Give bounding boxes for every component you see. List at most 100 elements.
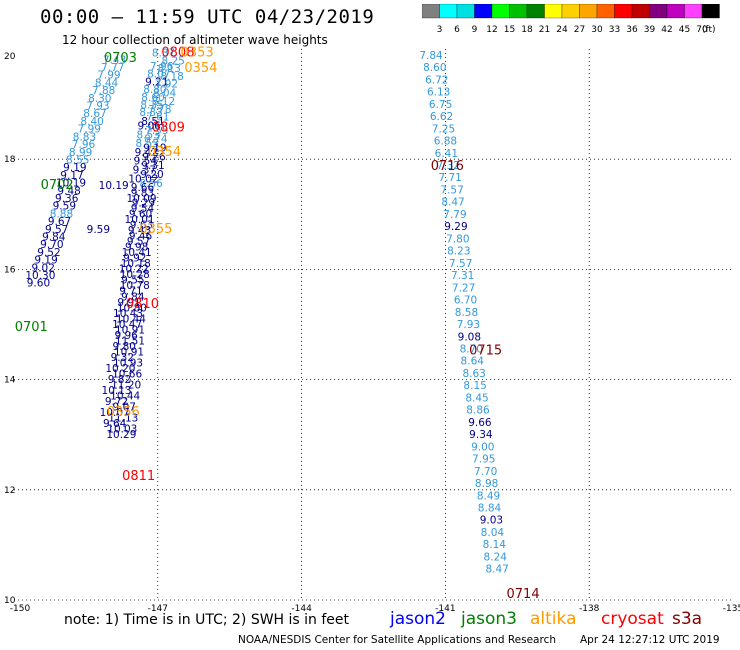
- y-tick-label: 18: [4, 155, 16, 165]
- wave-height-label: 7.70: [474, 466, 497, 478]
- wave-height-label: 10.41: [122, 247, 152, 259]
- wave-height-label: 10.28: [120, 269, 150, 281]
- wave-height-label: 6.88: [434, 136, 457, 148]
- wave-height-label: 9.46: [129, 231, 153, 243]
- wave-height-label: 9.06: [137, 120, 161, 132]
- wave-height-label: 10.30: [25, 270, 55, 282]
- colorbar-tick-label: 27: [574, 25, 585, 35]
- wave-height-label: 8.40: [80, 116, 103, 128]
- wave-height-label: 7.32: [437, 160, 460, 172]
- chart-subtitle: 12 hour collection of altimeter wave hei…: [62, 33, 328, 47]
- color-scale-bar: 3 6 9 12 15 18 21 24 27 30 33 36 39 42 45 70(ft): [422, 4, 720, 35]
- wave-height-label: 9.71: [119, 286, 142, 298]
- wave-height-label: 6.70: [454, 295, 477, 307]
- wave-height-label: 8.25: [161, 55, 184, 67]
- wave-height-label: 10.44: [110, 390, 140, 402]
- wave-height-label: 9.03: [480, 515, 503, 527]
- pass-label: 0810: [126, 297, 159, 312]
- pass-label: 0702: [41, 178, 74, 193]
- wave-height-label: 7.93: [86, 101, 109, 113]
- wave-height-label: 9.34: [469, 429, 493, 441]
- legend-s3a: s3a: [672, 609, 703, 629]
- wave-height-label: 9.92: [123, 253, 146, 265]
- x-tick-label: -135: [723, 604, 740, 614]
- colorbar-tick-label: 33: [609, 25, 620, 35]
- wave-height-label: 10.44: [116, 313, 146, 325]
- wave-height-label: 9.37: [133, 165, 156, 177]
- wave-height-label: 7.84: [419, 50, 443, 62]
- note-text: note: 1) Time is in UTC; 2) SWH is in fe…: [64, 612, 350, 628]
- colorbar-tick-label: 6: [454, 25, 460, 35]
- colorbar-tick-label: 12: [486, 25, 497, 35]
- colorbar-tick-label: 45: [679, 25, 690, 35]
- wave-height-label: 7.96: [72, 139, 96, 151]
- wave-height-label: 8.74: [144, 134, 168, 146]
- wave-height-label: 10.20: [105, 363, 135, 375]
- wave-height-label: 8.55: [66, 154, 89, 166]
- pass-label: 0809: [152, 121, 185, 136]
- pass-label: 0701: [15, 320, 48, 335]
- wave-height-label: 9.67: [48, 216, 71, 228]
- wave-height-label: 7.80: [446, 233, 469, 245]
- wave-height-label: 8.44: [95, 77, 119, 89]
- wave-height-label: 7.78: [148, 104, 171, 116]
- x-tick-label: -138: [579, 604, 600, 614]
- wave-height-label: 8.64: [461, 356, 485, 368]
- wave-height-label: 9.59: [87, 224, 110, 236]
- wave-height-label: 8.07: [147, 69, 170, 81]
- wave-height-label: 9.80: [113, 341, 136, 353]
- wave-height-label: 9.52: [37, 247, 60, 259]
- wave-height-label: 9.54: [131, 203, 155, 215]
- pass-label: 0355: [139, 222, 172, 237]
- wave-height-label: 7.25: [432, 123, 455, 135]
- wave-height-label: 10.80: [117, 302, 147, 314]
- wave-height-label: 8.33: [139, 107, 162, 119]
- wave-height-label: 7.31: [451, 270, 474, 282]
- wave-height-label: 10.01: [125, 214, 155, 226]
- wave-height-label: 9.20: [140, 169, 163, 181]
- wave-height-label: 9.00: [471, 441, 494, 453]
- wave-height-label: 8.37: [152, 48, 175, 60]
- wave-height-label: 9.83: [131, 188, 154, 200]
- y-tick-label: 16: [4, 265, 16, 275]
- wave-height-label: 8.53: [137, 129, 160, 141]
- legend-altika: altika: [530, 609, 577, 629]
- wave-height-label: 6.72: [425, 74, 448, 86]
- wave-height-label: 11.51: [115, 335, 145, 347]
- wave-height-label: 10.91: [114, 346, 144, 358]
- colorbar-tick-label: 9: [472, 25, 478, 35]
- wave-height-label: 8.47: [485, 564, 508, 576]
- wave-height-label: 9.84: [42, 231, 66, 243]
- wave-height-label: 8.83: [73, 131, 96, 143]
- wave-height-label: 10.93: [113, 357, 143, 369]
- legend-jason2: jason2: [390, 609, 446, 629]
- wave-height-label: 8.45: [465, 392, 488, 404]
- wave-height-label: 7.43: [103, 54, 126, 66]
- colorbar-tick-label: 70: [696, 25, 708, 35]
- wave-height-label: 8.60: [141, 92, 164, 104]
- wave-height-label: 8.49: [477, 490, 500, 502]
- wave-height-label: 7.57: [440, 184, 463, 196]
- wave-height-label: 10.66: [112, 368, 142, 380]
- colorbar-swatch: [701, 4, 720, 19]
- pass-label: 0811: [122, 469, 155, 484]
- wave-height-label: 6.13: [427, 87, 450, 99]
- wave-height-label: 8.84: [478, 503, 502, 515]
- wave-height-label: 9.26: [142, 151, 166, 163]
- wave-height-label: 8.99: [69, 147, 92, 159]
- wave-height-label: 8.35: [140, 100, 163, 112]
- wave-height-label: 9.19: [63, 162, 86, 174]
- colorbar-tick-label: 36: [626, 25, 638, 35]
- colorbar-tick-label: 18: [521, 25, 533, 35]
- wave-height-label: 7.96: [150, 61, 174, 73]
- pass-label: 0353: [181, 46, 214, 61]
- wave-height-label: 8.23: [447, 246, 470, 258]
- wave-height-label: 8.30: [88, 93, 111, 105]
- x-tick-label: -147: [148, 604, 168, 614]
- wave-height-label: 9.48: [57, 185, 80, 197]
- wave-height-label: 7.93: [457, 319, 480, 331]
- wave-height-label: 9.98: [125, 242, 148, 254]
- pass-label: 0356: [107, 405, 140, 420]
- wave-height-label: 10.47: [112, 319, 142, 331]
